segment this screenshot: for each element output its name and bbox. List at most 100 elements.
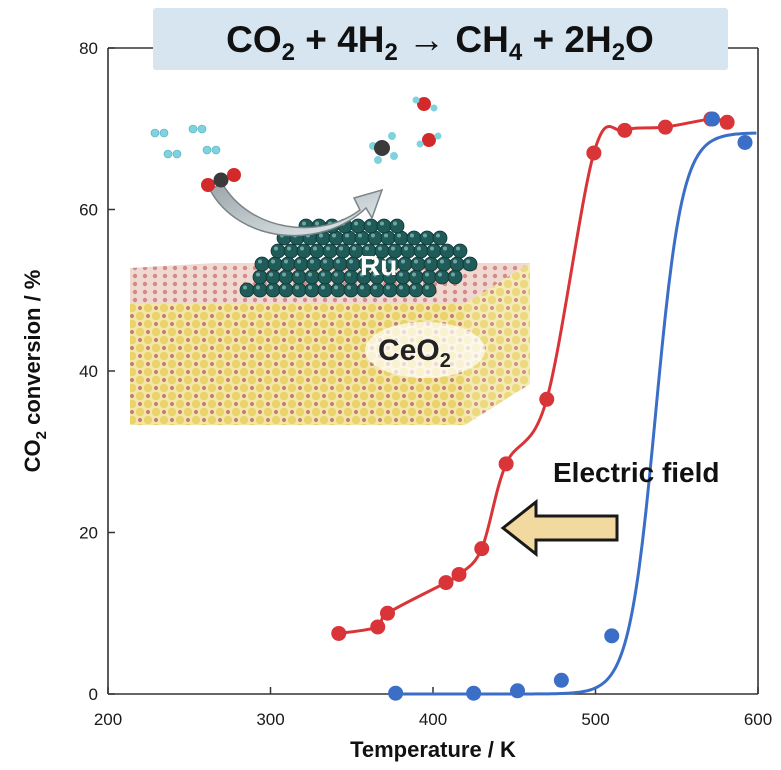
ru-atom-highlight [308, 285, 312, 290]
data-point [586, 145, 602, 161]
ru-atom-highlight [373, 285, 377, 290]
ru-atom-icon [252, 269, 268, 285]
ru-atom-icon [254, 256, 270, 272]
chart-title: CO2 + 4H2 → CH4 + 2H2O [226, 19, 654, 66]
ru-atom-highlight [380, 221, 384, 226]
ru-atom-highlight [360, 272, 364, 277]
ru-atom-highlight [300, 246, 304, 251]
ru-atom-highlight [417, 246, 421, 251]
y-tick-label: 80 [79, 39, 98, 58]
ru-atom-highlight [451, 272, 455, 277]
data-point [737, 134, 753, 150]
ru-atom-icon [413, 243, 429, 259]
ru-atom-highlight [354, 221, 358, 226]
ru-atom-highlight [388, 259, 392, 264]
ru-atom-highlight [438, 272, 442, 277]
ru-atom-icon [332, 256, 348, 272]
ru-atom-highlight [321, 272, 325, 277]
ru-atom-icon [426, 243, 442, 259]
title-banner: CO2 + 4H2 → CH4 + 2H2O [153, 8, 728, 70]
ru-atom-highlight [423, 233, 427, 238]
ru-atom-icon [291, 282, 307, 298]
data-point [719, 114, 735, 130]
ru-atom-highlight [271, 259, 275, 264]
ru-atom-icon [410, 256, 426, 272]
catalyst-inset: CeO2 Ru [130, 96, 530, 425]
ru-atom-highlight [373, 272, 377, 277]
ru-atom-highlight [336, 259, 340, 264]
ru-atom-highlight [332, 233, 336, 238]
ru-atom-icon [319, 256, 335, 272]
ru-atom-icon [376, 218, 392, 234]
ceria-label-glow [365, 322, 485, 378]
ru-atom-highlight [310, 259, 314, 264]
x-tick-label: 600 [744, 710, 772, 729]
data-point [498, 456, 514, 472]
ru-atom-icon [389, 218, 405, 234]
ru-atom-highlight [313, 246, 317, 251]
reaction-arrow-icon [208, 181, 384, 237]
ru-atom-icon [283, 243, 299, 259]
series-line [338, 117, 728, 635]
ru-atom-icon [397, 256, 413, 272]
x-axis-ticks: 200 300 400 500 600 [94, 687, 772, 729]
ru-atom-icon [439, 243, 455, 259]
ru-atom-highlight [295, 285, 299, 290]
ru-atom-highlight [443, 246, 447, 251]
ru-atom-icon [400, 243, 416, 259]
ru-atom-highlight [399, 285, 403, 290]
ru-label: Ru [360, 250, 397, 281]
ru-atom-icon [293, 256, 309, 272]
ru-atom-highlight [334, 272, 338, 277]
ru-atom-highlight [243, 285, 247, 290]
ru-atom-highlight [410, 233, 414, 238]
ru-atom-icon [363, 218, 379, 234]
ru-atom-icon [317, 282, 333, 298]
left-arrow-icon [500, 498, 619, 558]
ru-atom-icon [350, 218, 366, 234]
ru-atom-icon [322, 243, 338, 259]
data-point [539, 391, 555, 407]
ru-cluster [239, 218, 478, 298]
ru-atom-highlight [414, 259, 418, 264]
ru-atom-icon [304, 282, 320, 298]
ru-atom-icon [382, 282, 398, 298]
ru-atom-icon [436, 256, 452, 272]
x-tick-label: 300 [256, 710, 284, 729]
ceria-slab-side [465, 263, 530, 425]
data-point [617, 122, 633, 138]
ru-atom-icon [343, 282, 359, 298]
ru-atom-highlight [425, 285, 429, 290]
ru-atom-highlight [412, 272, 416, 277]
ru-atom-icon [278, 282, 294, 298]
title-background [153, 8, 728, 70]
ru-atom-icon [278, 269, 294, 285]
ru-atom-highlight [378, 246, 382, 251]
y-axis-label: CO2 conversion / % [20, 270, 50, 473]
ru-atom-highlight [256, 272, 260, 277]
y-tick-label: 40 [79, 362, 98, 381]
ru-atom-highlight [339, 246, 343, 251]
ru-atom-highlight [412, 285, 416, 290]
co2-molecule-icon [201, 168, 241, 192]
series-blue [388, 111, 757, 701]
electric-field-annotation: Electric field [500, 457, 720, 558]
ru-atom-icon [343, 269, 359, 285]
ru-atom-highlight [352, 246, 356, 251]
ru-atom-highlight [297, 259, 301, 264]
ru-atom-icon [309, 243, 325, 259]
ru-atom-icon [421, 282, 437, 298]
ru-atom-icon [270, 243, 286, 259]
ru-atom-highlight [321, 285, 325, 290]
ceria-label: CeO2 [378, 334, 451, 372]
ru-atom-highlight [397, 233, 401, 238]
ru-atom-highlight [319, 233, 323, 238]
h2-molecules-icon [150, 124, 221, 159]
ru-atom-highlight [401, 259, 405, 264]
ru-atom-icon [317, 269, 333, 285]
ru-atom-highlight [375, 259, 379, 264]
ru-atom-icon [252, 282, 268, 298]
ru-atom-highlight [456, 246, 460, 251]
ru-atom-icon [395, 269, 411, 285]
ru-atom-highlight [256, 285, 260, 290]
